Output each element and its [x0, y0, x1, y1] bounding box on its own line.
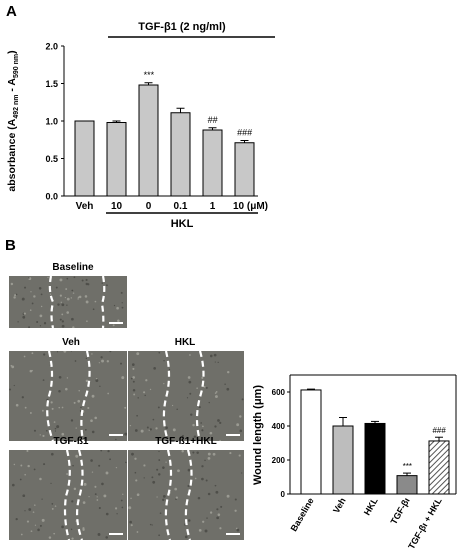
b-bar: [332, 425, 354, 495]
b-bar: [364, 422, 386, 495]
micrograph-veh: [9, 351, 127, 441]
micrograph-label-baseline: Baseline: [52, 262, 94, 273]
micrograph-tgf: [9, 450, 127, 540]
a-bar: [74, 120, 95, 197]
a-y-tick-label: 1.5: [45, 79, 58, 89]
micrograph-label-tgf-hkl: TGF-ß1+HKL: [155, 436, 217, 447]
a-x-tick-label: 0: [146, 201, 152, 212]
micrograph-tgf-hkl: [128, 450, 244, 540]
b-x-tick-label: Baseline: [289, 496, 316, 533]
a-bar: [202, 129, 223, 197]
a-y-tick-label: 0.5: [45, 154, 58, 164]
b-y-tick-label: 0: [281, 490, 286, 499]
a-y-tick-label: 1.0: [45, 117, 58, 127]
b-y-tick-label: 600: [272, 388, 286, 397]
y-axis-title: absorbance (A492 nm - A590 nm): [6, 50, 20, 191]
a-bar: [138, 84, 159, 197]
panel-a-letter: A: [6, 3, 17, 20]
panel-b-letter: B: [5, 237, 16, 254]
b-x-tick-label: TGF-βι + HKL: [406, 496, 444, 550]
micrograph-label-tgf: TGF-ß1: [53, 436, 89, 447]
wound-length-bar-chart: Wound length (μm) 0 200 400 600 Baseline Veh H…: [252, 374, 457, 550]
a-bar: [170, 112, 191, 197]
b-significance-marker: ###: [432, 426, 446, 435]
hkl-group-label: HKL: [171, 218, 194, 230]
a-x-tick-label: 1: [210, 201, 216, 212]
a-significance-marker: ###: [237, 128, 253, 138]
micrograph-label-veh: Veh: [62, 337, 80, 348]
b-significance-marker: ***: [402, 462, 412, 471]
b-y-tick-label: 200: [272, 456, 286, 465]
b-bar: [300, 389, 322, 495]
b-x-tick-label: HKL: [362, 496, 380, 517]
a-x-tick-label: 10 (μM): [233, 201, 268, 212]
a-y-tick-label: 2.0: [45, 42, 58, 52]
absorbance-bar-chart: TGF-β1 (2 ng/ml) HKL absorbance (A492 nm…: [6, 21, 275, 230]
b-y-axis-title: Wound length (μm): [252, 385, 264, 485]
b-x-tick-label: TGF-βι: [389, 496, 412, 527]
b-bar: [428, 440, 450, 495]
b-y-tick-label: 400: [272, 422, 286, 431]
a-y-tick-label: 0.0: [45, 192, 58, 202]
b-bar: [396, 475, 418, 495]
a-x-tick-label: 10: [111, 201, 123, 212]
a-significance-marker: ##: [207, 115, 218, 125]
a-x-tick-label: Veh: [76, 201, 94, 212]
treatment-label: TGF-β1 (2 ng/ml): [138, 21, 226, 33]
micrograph-label-hkl: HKL: [174, 337, 196, 348]
a-x-tick-label: 0.1: [174, 201, 188, 212]
a-bar: [106, 122, 127, 197]
a-significance-marker: ***: [143, 70, 154, 80]
micrograph-hkl: [128, 351, 244, 441]
a-bar: [234, 142, 255, 197]
b-x-tick-label: Veh: [331, 496, 348, 515]
micrograph-baseline: [9, 276, 127, 328]
